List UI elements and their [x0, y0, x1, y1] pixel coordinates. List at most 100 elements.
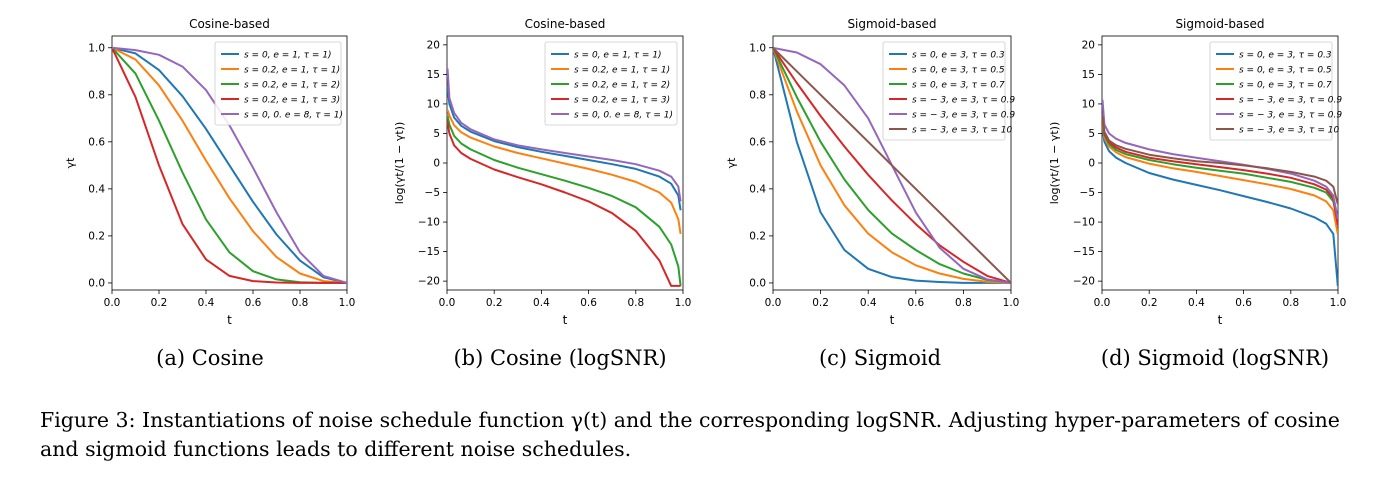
series-line [773, 47, 1011, 284]
y-tick-label: 0.8 [749, 89, 766, 101]
plot-a: Cosine-based 0.0 0.2 0.4 0.6 0.8 1.0 0.0 0.2 0.4 0… [64, 17, 355, 327]
x-tick-label: 0.2 [151, 297, 168, 309]
x-tick-label: 0.4 [860, 297, 877, 309]
chart-title: Sigmoid-based [847, 17, 936, 31]
chart-title: Cosine-based [525, 17, 606, 31]
y-tick-label: 0.6 [88, 136, 105, 148]
y-tick-label: 0.6 [749, 136, 766, 148]
series-line [447, 68, 682, 202]
legend-box [544, 41, 678, 126]
axes-frame [772, 35, 1012, 291]
plot-d-root: Sigmoid-based 0.0 0.2 0.4 0.6 0.8 1.0 −20 −15 −10… [1048, 17, 1346, 327]
series-line [447, 121, 681, 287]
legend-box [882, 41, 1006, 141]
legend-label: s = 0, e = 3, τ = 0.5 [1239, 66, 1332, 76]
x-tick-label: 0.6 [580, 297, 597, 309]
legend-label: s = 0.2, e = 1, τ = 3) [244, 96, 340, 106]
legend-label: s = 0, e = 1, τ = 1) [574, 51, 662, 61]
y-tick-label: −10 [418, 217, 440, 229]
legend-label: s = 0.2, e = 1, τ = 3) [574, 96, 670, 106]
y-tick-label: −10 [1073, 217, 1095, 229]
x-tick-label: 0.0 [1094, 297, 1111, 309]
figure-caption: Figure 3: Instantiations of noise schedu… [40, 408, 1340, 461]
x-tick-label: 0.6 [907, 297, 924, 309]
y-axis-label: log(γt/(1 − γt)) [1048, 122, 1061, 205]
subcaption-b: (b) Cosine (logSNR) [453, 346, 667, 370]
legend-label: s = 0, e = 3, τ = 0.7 [912, 81, 1005, 91]
y-tick-label: −20 [1073, 276, 1095, 288]
x-tick-label: 0.2 [486, 297, 503, 309]
y-tick-label: 5 [1088, 128, 1095, 140]
series-line [1102, 127, 1338, 286]
legend-label: s = 0.2, e = 1, τ = 1) [244, 66, 340, 76]
plot-d: Sigmoid-based 0.0 0.2 0.4 0.6 0.8 1.0 −20 −15 −10… [1048, 17, 1346, 327]
legend-label: s = 0, e = 3, τ = 0.3 [1239, 51, 1332, 61]
y-tick-label: −5 [425, 187, 440, 199]
x-tick-label: 0.6 [1235, 297, 1252, 309]
y-tick-label: 0 [1088, 158, 1095, 170]
y-tick-label: 5 [433, 128, 440, 140]
legend-box [1209, 41, 1333, 141]
x-tick-label: 0.4 [533, 297, 550, 309]
plot-a-root: Cosine-based 0.0 0.2 0.4 0.6 0.8 1.0 0.0 0.2 0.4 0… [64, 17, 355, 327]
y-tick-label: 15 [1082, 69, 1095, 81]
x-tick-label: 0.0 [765, 297, 782, 309]
series-line [773, 47, 1011, 284]
x-axis-label: t [563, 313, 568, 327]
y-tick-label: 0.2 [749, 230, 766, 242]
legend-label: s = − 3, e = 3, τ = 0.9 [1239, 96, 1342, 106]
legend-label: s = 0.2, e = 1, τ = 1) [574, 66, 670, 76]
series-line [447, 115, 682, 287]
y-tick-label: −20 [418, 276, 440, 288]
legend-label: s = 0, 0. e = 8, τ = 1) [244, 111, 343, 121]
y-tick-label: 15 [427, 69, 440, 81]
legend-label: s = 0, e = 1, τ = 1) [244, 51, 332, 61]
x-tick-label: 1.0 [339, 297, 356, 309]
axes-frame [111, 35, 348, 291]
legend-label: s = − 3, e = 3, τ = 10 [1239, 126, 1339, 136]
y-tick-label: 0.4 [749, 183, 766, 195]
x-tick-label: 0.2 [1141, 297, 1158, 309]
x-tick-label: 1.0 [1003, 297, 1020, 309]
y-tick-label: 0.2 [88, 230, 105, 242]
legend-label: s = 0, e = 3, τ = 0.7 [1239, 81, 1332, 91]
series-line [1102, 118, 1338, 226]
x-axis-label: t [1218, 313, 1223, 327]
y-tick-label: 0.4 [88, 183, 105, 195]
chart-title: Cosine-based [189, 17, 270, 31]
subcaption-a: (a) Cosine [156, 346, 264, 370]
x-axis-label: t [227, 313, 232, 327]
legend-label: s = 0, e = 3, τ = 0.3 [912, 51, 1005, 61]
y-tick-label: −5 [1080, 187, 1095, 199]
y-axis-label: γt [64, 157, 77, 169]
series-line [447, 109, 682, 235]
y-tick-label: −15 [418, 246, 440, 258]
legend-label: s = − 3, e = 3, τ = 0.9 [912, 111, 1015, 121]
series-line [1102, 120, 1338, 223]
y-axis-label: log(γt/(1 − γt)) [393, 122, 406, 205]
y-tick-label: 20 [1082, 39, 1095, 51]
legend-label: s = − 3, e = 3, τ = 0.9 [912, 96, 1015, 106]
legend-box [214, 41, 342, 126]
series-line [773, 47, 1011, 284]
series-line [1102, 115, 1338, 205]
y-tick-label: 10 [427, 98, 440, 110]
subcaption-c: (c) Sigmoid [818, 346, 942, 370]
y-tick-label: 1.0 [749, 42, 766, 54]
y-tick-label: 0 [433, 158, 440, 170]
series-line [773, 47, 1011, 284]
y-axis-label: γt [725, 157, 738, 169]
chart-title: Sigmoid-based [1175, 17, 1264, 31]
y-tick-label: 0.0 [749, 277, 766, 289]
x-tick-label: 0.6 [245, 297, 262, 309]
plot-b-root: Cosine-based 0.0 0.2 0.4 0.6 0.8 1.0 −20 −15 −10 −… [393, 17, 691, 327]
y-tick-label: 10 [1082, 98, 1095, 110]
legend-label: s = 0, 0. e = 8, τ = 1) [574, 111, 673, 121]
y-tick-label: 0.0 [88, 277, 105, 289]
plot-b: Cosine-based 0.0 0.2 0.4 0.6 0.8 1.0 −20 −15 −10 −… [393, 17, 691, 327]
series-line [112, 46, 347, 284]
x-tick-label: 1.0 [675, 297, 692, 309]
y-tick-label: 0.8 [88, 89, 105, 101]
x-tick-label: 1.0 [1330, 297, 1347, 309]
legend-label: s = 0, e = 3, τ = 0.5 [912, 66, 1005, 76]
